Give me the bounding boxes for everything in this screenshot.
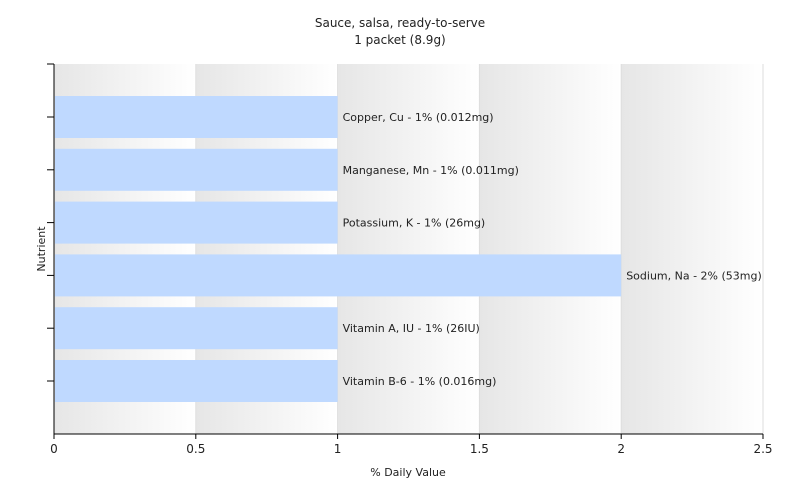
bar [55,360,338,402]
bar [55,148,338,191]
bar-label: Sodium, Na - 2% (53mg) [626,269,762,282]
grid-band [621,64,763,434]
x-tick-label: 2.5 [753,442,772,456]
chart-subtitle: 1 packet (8.9g) [354,33,446,47]
x-tick-label: 0.5 [186,442,205,456]
y-axis-title: Nutrient [35,226,48,272]
axes: 0 0.5 1 1.5 2 2.5 [47,63,773,456]
bar-label: Copper, Cu - 1% (0.012mg) [343,111,494,124]
bar-label: Manganese, Mn - 1% (0.011mg) [343,164,519,177]
x-tick-label: 1.5 [470,442,489,456]
grid-band [337,64,480,434]
x-tick-label: 1 [334,442,342,456]
chart-title: Sauce, salsa, ready-to-serve [315,16,485,30]
bar [55,201,338,244]
bar-label: Potassium, K - 1% (26mg) [343,217,486,230]
bar [55,96,338,138]
bar [55,254,622,297]
grid-band [479,64,622,434]
x-tick-label: 0 [50,442,58,456]
bar-label: Vitamin A, IU - 1% (26IU) [343,322,480,335]
bar-label: Vitamin B-6 - 1% (0.016mg) [343,375,497,388]
x-tick-label: 2 [617,442,625,456]
bars: Copper, Cu - 1% (0.012mg) Manganese, Mn -… [55,96,762,402]
x-axis-title: % Daily Value [370,466,446,479]
bar [55,307,338,350]
